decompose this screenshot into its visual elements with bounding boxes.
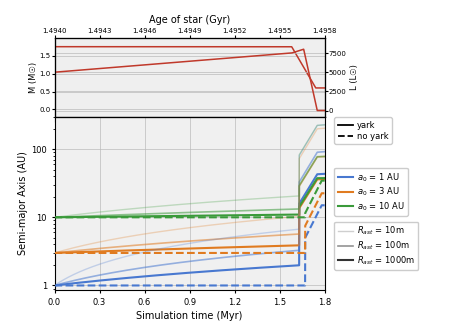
Y-axis label: Semi-major Axis (AU): Semi-major Axis (AU) [18, 152, 28, 256]
Y-axis label: L (L☉): L (L☉) [349, 64, 358, 90]
Y-axis label: M (M☉): M (M☉) [29, 62, 38, 93]
X-axis label: Simulation time (Myr): Simulation time (Myr) [137, 311, 243, 321]
Legend: $R_{ast}$ = 10m, $R_{ast}$ = 100m, $R_{ast}$ = 1000m: $R_{ast}$ = 10m, $R_{ast}$ = 100m, $R_{a… [334, 221, 418, 270]
X-axis label: Age of star (Gyr): Age of star (Gyr) [149, 15, 230, 25]
